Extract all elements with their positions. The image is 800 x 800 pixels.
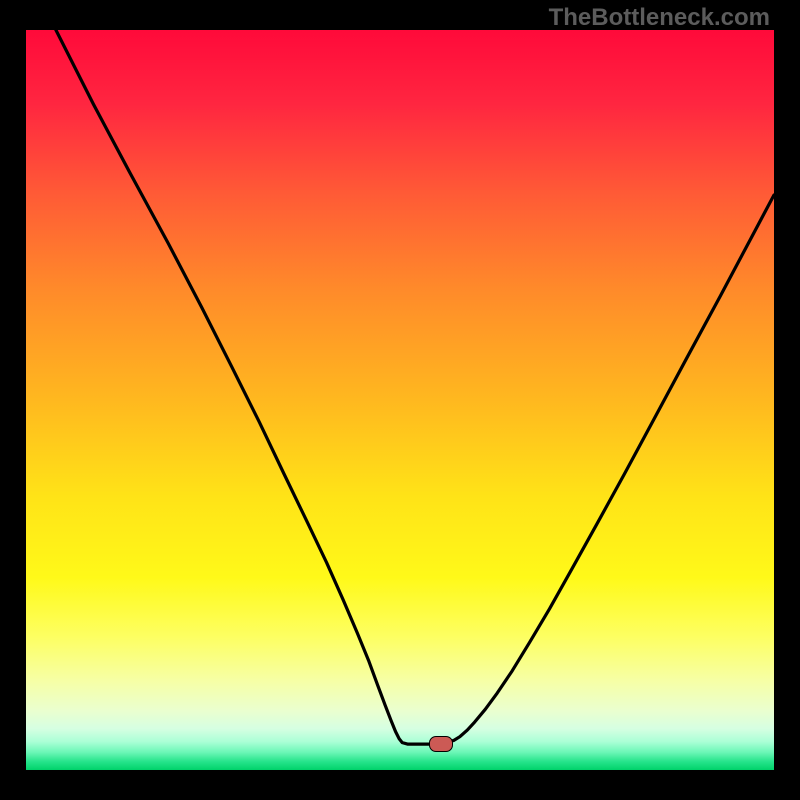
bottleneck-marker [429,736,453,752]
watermark-text: TheBottleneck.com [549,4,770,32]
bottleneck-curve [26,30,774,770]
plot-area [26,30,774,770]
chart-frame: TheBottleneck.com [0,0,800,800]
